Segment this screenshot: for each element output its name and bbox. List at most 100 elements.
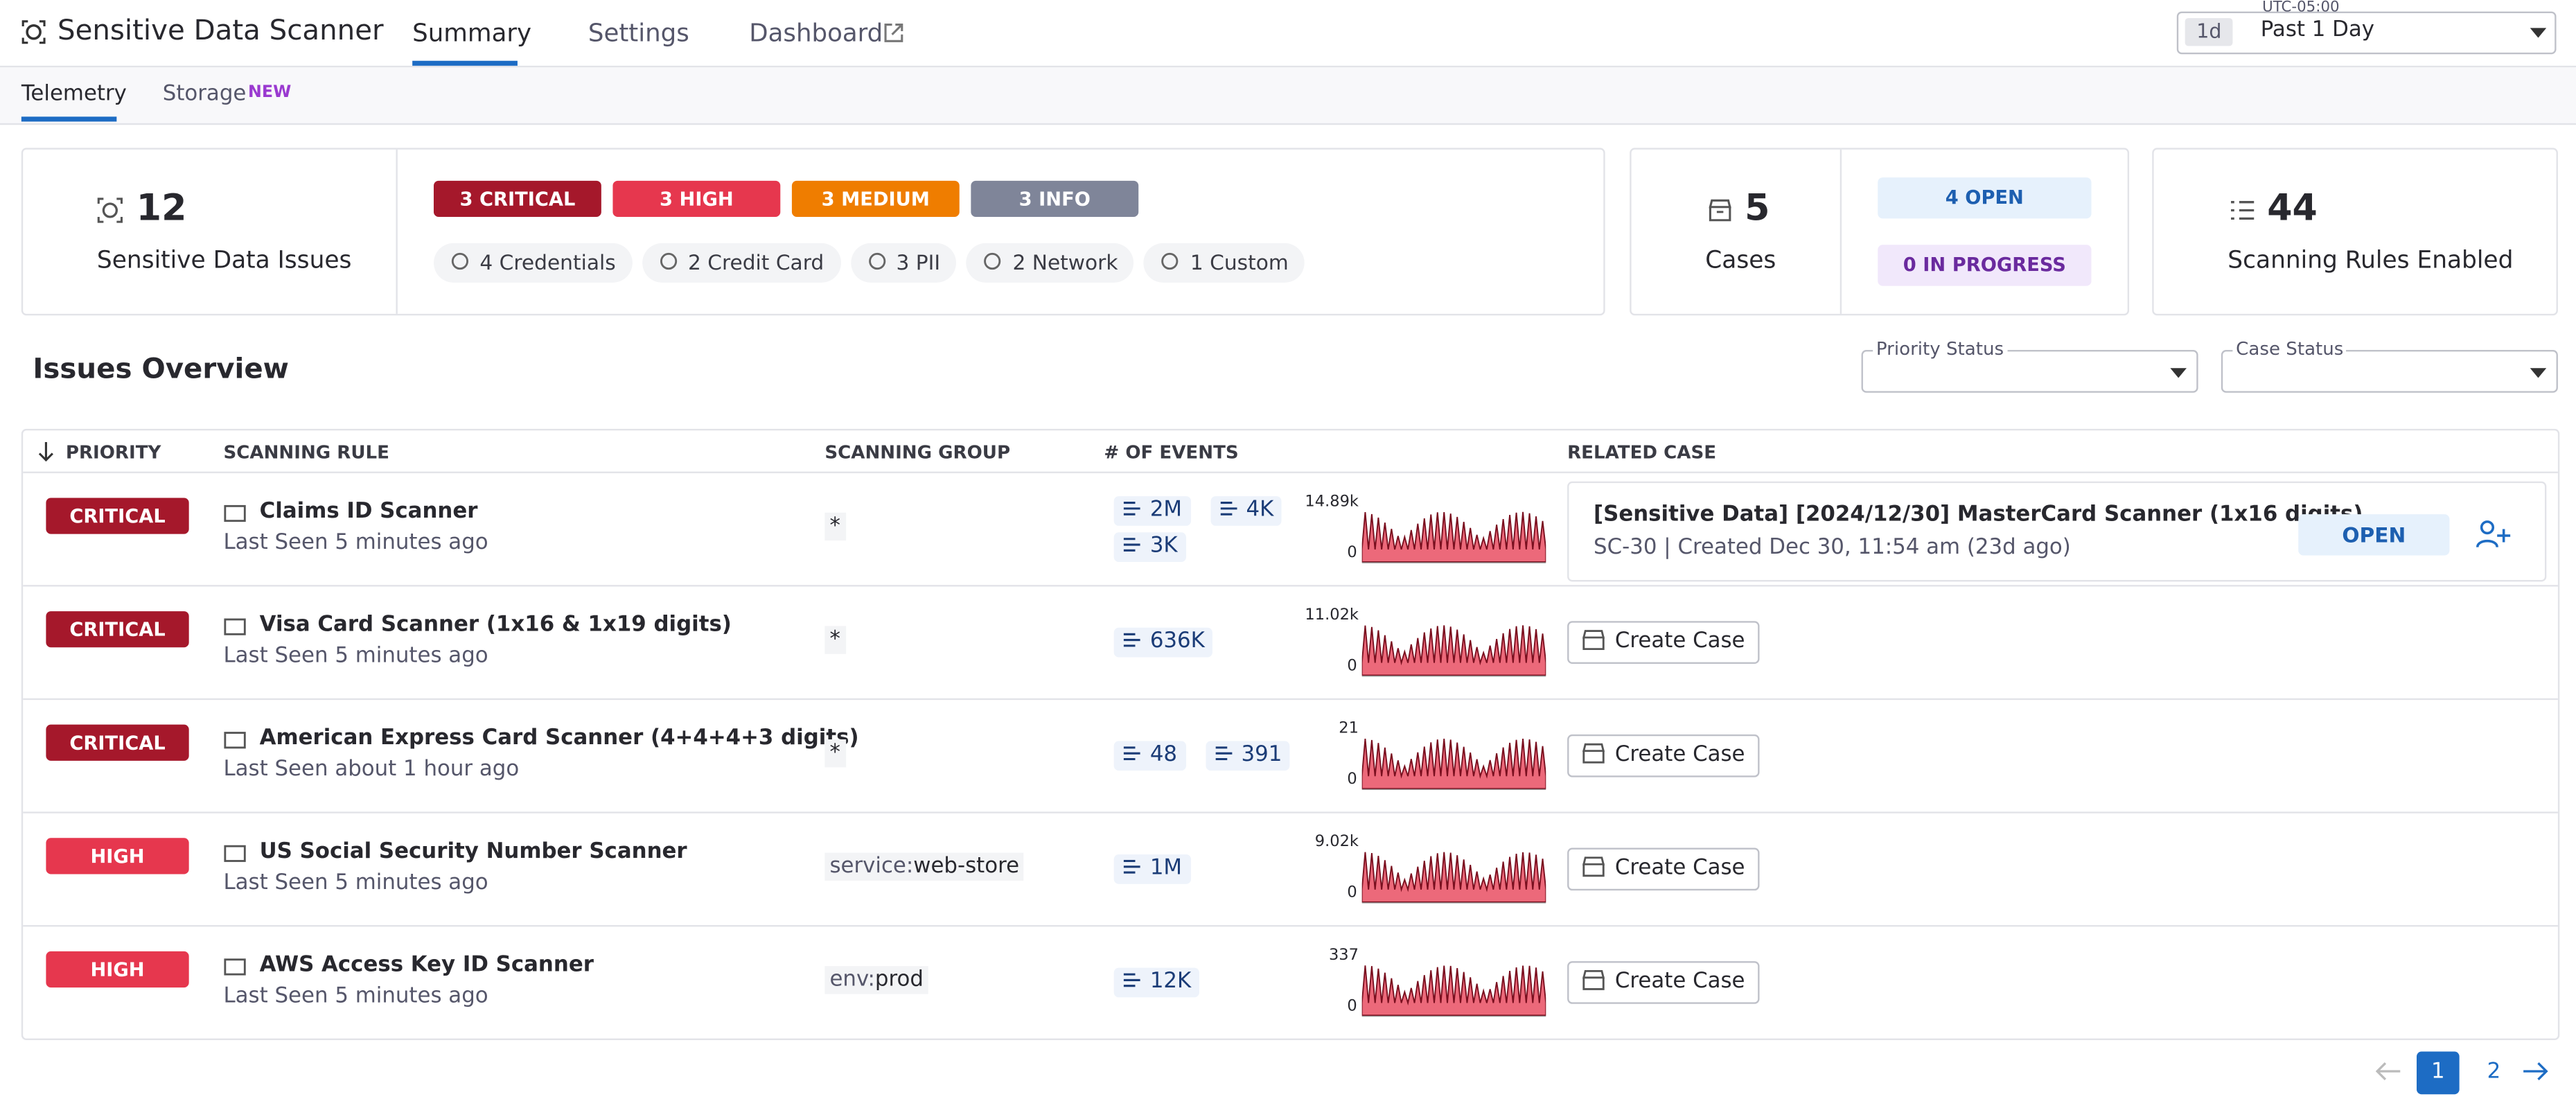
chart-max: 337 xyxy=(1328,946,1359,965)
chip-icon xyxy=(867,252,885,270)
rule-name[interactable]: Claims ID Scanner xyxy=(259,499,478,525)
prev-page[interactable] xyxy=(2375,1062,2402,1081)
issue-row: CRITICAL American Express Card Scanner (… xyxy=(23,698,2558,814)
rules-card: 44 Scanning Rules Enabled xyxy=(2152,148,2558,316)
rule-name[interactable]: Visa Card Scanner (1x16 & 1x19 digits) xyxy=(259,613,732,638)
event-icon xyxy=(1219,502,1237,516)
case-title: [Sensitive Data] [2024/12/30] MasterCard… xyxy=(1594,502,2363,528)
event-text: 2M xyxy=(1149,498,1183,523)
external-icon xyxy=(884,24,903,42)
group-part: * xyxy=(829,741,840,766)
event-text: 636K xyxy=(1149,629,1205,654)
shape xyxy=(884,24,903,42)
events: 2M 4K 3K xyxy=(1113,493,1312,565)
create-case-button[interactable]: Create Case xyxy=(1567,847,1760,891)
create-case-button[interactable]: Create Case xyxy=(1567,621,1760,664)
chart-min: 0 xyxy=(1347,997,1357,1016)
event-count: 636K xyxy=(1113,627,1213,658)
shape xyxy=(1582,630,1605,651)
case-card[interactable]: [Sensitive Data] [2024/12/30] MasterCard… xyxy=(1567,481,2547,582)
scanning-group: service:web-store xyxy=(824,852,1025,881)
chart-min: 0 xyxy=(1347,543,1357,562)
shape xyxy=(451,252,469,270)
issue-row: HIGH AWS Access Key ID Scanner Last Seen… xyxy=(23,924,2558,1040)
new-badge: NEW xyxy=(248,83,292,103)
last-seen: Last Seen 5 minutes ago xyxy=(223,644,488,669)
time-picker[interactable]: 1d Past 1 Day xyxy=(2176,11,2557,55)
priority-filter[interactable]: Priority Status xyxy=(1861,338,2198,393)
shape xyxy=(2480,520,2495,535)
shape xyxy=(2530,368,2547,378)
column-header: RELATED CASE xyxy=(1567,441,1717,464)
event-count: 1M xyxy=(1113,854,1190,884)
chart-min: 0 xyxy=(1347,657,1357,676)
type-chips: 4 Credentials 2 Credit Card 3 PII 2 Network… xyxy=(433,243,1315,283)
issue-count: 12 xyxy=(136,188,187,230)
case-label: Cases xyxy=(1705,248,1776,274)
icon xyxy=(21,20,46,44)
sparkline xyxy=(1361,511,1546,563)
tab[interactable]: Dashboard xyxy=(749,18,883,48)
chip-text: 4 Credentials xyxy=(479,249,616,274)
shape xyxy=(867,252,885,270)
create-case-button[interactable]: Create Case xyxy=(1567,734,1760,777)
event-icon xyxy=(1123,538,1140,552)
column-header[interactable]: PRIORITY xyxy=(65,441,161,464)
sparkline xyxy=(1361,852,1546,904)
event-text: 3K xyxy=(1149,534,1178,559)
sort-icon[interactable] xyxy=(38,441,55,462)
case-filter[interactable]: Case Status xyxy=(2221,338,2558,393)
issue-row: HIGH US Social Security Number Scanner L… xyxy=(23,811,2558,926)
rule-icon xyxy=(224,732,246,749)
case-status: OPEN xyxy=(2298,514,2450,556)
scanning-group: env:prod xyxy=(824,966,929,994)
group-part: service: xyxy=(829,854,914,879)
shape xyxy=(21,20,46,44)
chart-min: 0 xyxy=(1347,771,1357,789)
shape xyxy=(1123,859,1140,874)
group-part: env: xyxy=(829,967,875,993)
sparkline xyxy=(1361,625,1546,677)
create-case-button[interactable]: Create Case xyxy=(1567,961,1760,1004)
event-count: 2M xyxy=(1113,496,1190,526)
tab[interactable]: Settings xyxy=(588,18,689,48)
sub-bar: Telemetry Storage NEW xyxy=(0,67,2576,125)
rule-name[interactable]: US Social Security Number Scanner xyxy=(259,839,687,865)
shape xyxy=(2231,200,2255,220)
shape xyxy=(1123,973,1140,987)
shape xyxy=(1123,538,1140,552)
issue-label: Sensitive Data Issues xyxy=(96,248,352,274)
event-text: 48 xyxy=(1149,742,1178,768)
chip-text: 2 Network xyxy=(1012,249,1118,274)
assign-icon[interactable] xyxy=(2476,519,2512,549)
event-count: 4K xyxy=(1210,496,1282,526)
subtab-indicator xyxy=(21,116,117,122)
page-button[interactable]: 1 xyxy=(2416,1051,2460,1095)
last-seen: Last Seen 5 minutes ago xyxy=(223,870,488,896)
event-count: 391 xyxy=(1205,741,1291,771)
event-icon xyxy=(1123,502,1140,516)
sparkline xyxy=(1361,738,1546,791)
type-chip: 1 Custom xyxy=(1144,243,1305,283)
chip-icon xyxy=(660,252,677,270)
rule-icon xyxy=(224,958,246,976)
subtab[interactable]: Telemetry xyxy=(21,82,127,107)
event-count: 3K xyxy=(1113,532,1186,562)
rule-name[interactable]: AWS Access Key ID Scanner xyxy=(259,953,594,978)
rule-icon xyxy=(224,504,246,522)
shape xyxy=(224,618,246,635)
shape xyxy=(38,441,53,462)
events: 1M xyxy=(1113,851,1312,887)
event-text: 391 xyxy=(1241,742,1282,768)
priority-pill: 3 HIGH xyxy=(612,180,781,217)
shape xyxy=(2375,1062,2401,1081)
section-title: Issues Overview xyxy=(33,353,289,387)
tab[interactable]: Summary xyxy=(412,18,532,48)
subtab[interactable]: Storage xyxy=(162,82,247,107)
chart-max: 14.89k xyxy=(1305,493,1359,511)
page-button[interactable]: 2 xyxy=(2487,1060,2501,1084)
shape xyxy=(224,504,246,522)
type-chip: 2 Credit Card xyxy=(642,243,840,283)
rule-name[interactable]: American Express Card Scanner (4+4+4+3 d… xyxy=(259,726,859,751)
next-page[interactable] xyxy=(2522,1062,2548,1081)
